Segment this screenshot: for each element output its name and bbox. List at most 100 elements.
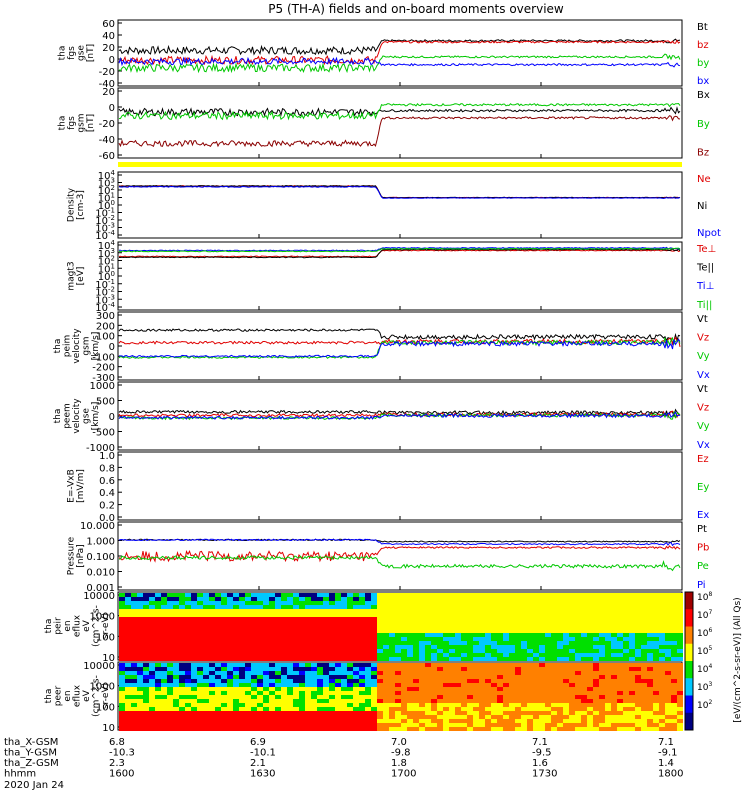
footer-value: 7.1	[658, 737, 674, 748]
ytick-label: 1000	[90, 682, 115, 693]
legend-By: By	[697, 119, 710, 130]
panel-frame	[117, 451, 683, 521]
series-Pe	[118, 555, 681, 572]
panel-peer: tha peer en eflux eV (cm^2-s-sr-eV) 10000 1000 1…	[44, 661, 683, 734]
ytick-label: -200	[92, 363, 115, 374]
panel-frame	[117, 171, 683, 239]
colorbar-tick: 105	[697, 645, 712, 657]
panel-temperature: magt3 [eV]10410310210110010-110-210-310-4…	[67, 239, 717, 314]
series-Pt	[118, 538, 681, 543]
colorbar-tick: 108	[697, 591, 712, 603]
ytick-label: 0.6	[99, 476, 115, 487]
panel-pressure: Pressure [nPa] 10.000 1.000 0.100 0.010 0.001 P…	[67, 521, 710, 594]
footer-label: tha_Y-GSM	[4, 748, 57, 759]
ytick-label: 0.010	[86, 568, 115, 579]
series-bx	[118, 56, 681, 68]
footer-label: hhmm	[4, 769, 36, 780]
series-Bx	[118, 106, 681, 118]
series-Pi	[118, 538, 681, 547]
footer-value: 1800	[658, 769, 683, 780]
ytick-label: 60	[102, 19, 115, 30]
ytick-label: 300	[96, 311, 115, 322]
ylabel-line: [nT]	[86, 44, 96, 62]
ylabel-line: eflux	[73, 684, 83, 707]
legend-Vx: Vx	[697, 440, 710, 451]
footer-value: 1.6	[532, 758, 548, 769]
ylabel-line: tha	[53, 409, 63, 424]
panel-frame	[117, 241, 683, 311]
legend-Ex: Ex	[697, 510, 709, 521]
panel-ylabel: tha peer en eflux eV (cm^2-s-sr-eV)	[44, 675, 111, 717]
series-Ti	[118, 247, 681, 253]
ylabel-line: eV	[82, 689, 92, 702]
ylabel-line: gse	[77, 45, 87, 61]
ylabel-line: velocity	[72, 328, 82, 364]
panel-peim-velocity: tha peim velocity gsm [km/s] 3002001000-100-2…	[53, 311, 710, 384]
series-Pb	[118, 545, 681, 563]
panel-efield: E=-VxB [mV/m] 1.00.8 0.60.4 0.20.0 Ez Ey Ex	[67, 451, 710, 524]
legend-Vz: Vz	[697, 333, 709, 344]
ylabel-line: peir	[54, 617, 64, 635]
footer-value: 7.0	[391, 737, 407, 748]
panel-ylabel: tha fgs gse [nT]	[58, 44, 97, 62]
legend-bx: bx	[697, 76, 709, 87]
ylabel-line: (cm^2-s-	[92, 675, 102, 717]
ytick-label: 0	[109, 412, 115, 423]
legend-Vz: Vz	[697, 403, 709, 414]
footer-value: 6.9	[250, 737, 266, 748]
legend-Bx: Bx	[697, 90, 710, 101]
ylabel-line: fgs	[67, 116, 77, 130]
footer-label: tha_X-GSM	[4, 737, 58, 748]
colorbar-tick: 107	[697, 609, 712, 621]
footer-value: -10.3	[109, 748, 135, 759]
legend-Te: Te||	[696, 263, 714, 274]
footer-value: 7.1	[532, 737, 548, 748]
ytick-label: 500	[96, 397, 115, 408]
legend-Ne: Ne	[697, 174, 711, 185]
ylabel-line: [eV]	[76, 267, 86, 286]
ytick-label: 1.0	[99, 451, 115, 462]
panel-frame	[117, 311, 683, 381]
panel-ylabel: Pressure [nPa]	[67, 536, 87, 575]
ytick-label: 0.001	[86, 583, 115, 594]
panel-peir: tha peir en eflux eV (cm^2-s-sr-eV) 10000 1000 1…	[44, 591, 683, 664]
ylabel-line: [nPa]	[76, 544, 86, 567]
series-Bt	[118, 38, 681, 56]
legend-Pe: Pe	[697, 561, 709, 572]
ylabel-line: tha	[53, 339, 63, 354]
legend-Ez: Ez	[697, 454, 709, 465]
ytick-label: -40	[99, 79, 115, 90]
heatmap-peer	[119, 663, 683, 731]
panel-ylabel: E=-VxB [mV/m]	[67, 469, 87, 503]
legend-Pi: Pi	[697, 580, 706, 591]
ytick-label: 40	[102, 31, 115, 42]
legend-Vt: Vt	[697, 384, 708, 395]
ylabel-line: peer	[54, 685, 64, 706]
ylabel-line: tha	[44, 689, 54, 704]
ylabel-line: eflux	[73, 614, 83, 637]
ytick-label: -500	[92, 428, 115, 439]
panel-ylabel: Density [cm-3]	[67, 187, 87, 222]
footer-label: tha_Z-GSM	[4, 758, 59, 769]
ytick-label: 0	[109, 55, 115, 66]
ytick-label: -100	[92, 352, 115, 363]
ytick-label: 0	[109, 103, 115, 114]
ylabel-line: [km/s]	[91, 402, 101, 431]
ytick-label: 200	[96, 321, 115, 332]
ytick-label: 100	[96, 332, 115, 343]
ylabel-line: Pressure	[67, 536, 77, 575]
legend-Bz: Bz	[697, 148, 709, 159]
heatmap-peir	[119, 593, 683, 661]
ytick-label: 0	[109, 342, 115, 353]
panel-ylabel: tha peim velocity gsm [km/s]	[53, 328, 101, 364]
ylabel-line: en	[63, 620, 73, 631]
series-Vt	[118, 408, 681, 419]
legend-by: by	[697, 58, 709, 69]
ylabel-line: tha	[58, 116, 68, 131]
panel-frame	[117, 87, 683, 159]
ytick-label: 100	[96, 702, 115, 713]
footer-value: -9.1	[658, 748, 678, 759]
colorbar-tick: 103	[697, 681, 712, 693]
